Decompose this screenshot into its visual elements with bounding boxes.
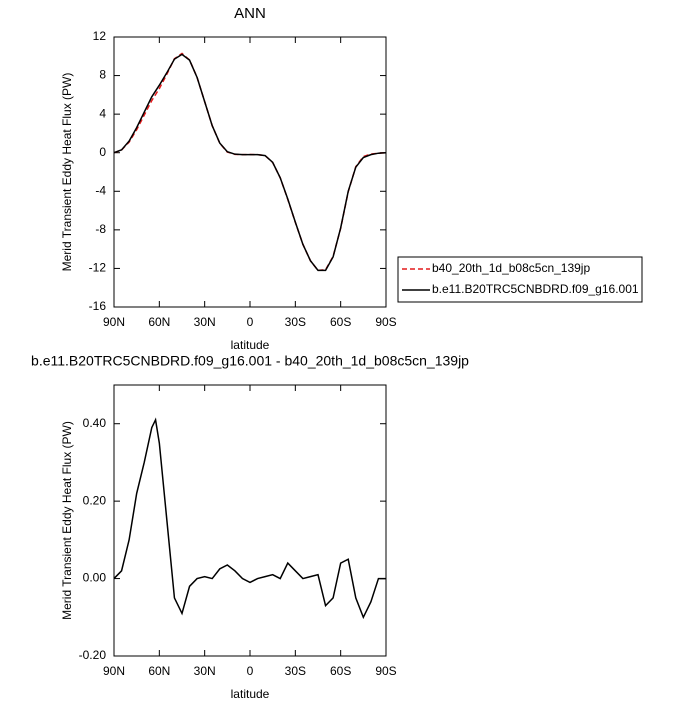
y-tick-label: 12 — [93, 29, 107, 43]
x-tick-label: 0 — [247, 664, 254, 678]
plot-frame — [113, 384, 387, 657]
x-axis-label: latitude — [231, 338, 270, 352]
x-tick-label: 60S — [330, 664, 351, 678]
x-tick-label: 60N — [148, 664, 170, 678]
y-axis-label: Merid Transient Eddy Heat Flux (PW) — [60, 421, 74, 620]
legend-box — [397, 256, 643, 303]
y-tick-label: 0 — [99, 145, 106, 159]
chart-title: ANN — [234, 5, 266, 22]
x-tick-label: 90S — [375, 664, 396, 678]
y-tick-label: -16 — [89, 299, 107, 313]
x-tick-label: 30N — [194, 664, 216, 678]
x-tick-label: 30N — [194, 315, 216, 329]
plot-frame — [113, 36, 387, 308]
y-tick-label: -12 — [89, 261, 107, 275]
x-tick-label: 90N — [103, 315, 125, 329]
x-tick-label: 30S — [285, 664, 306, 678]
x-tick-label: 90S — [375, 315, 396, 329]
data-line — [113, 417, 386, 620]
x-tick-label: 90N — [103, 664, 125, 678]
x-tick-label: 60N — [148, 315, 170, 329]
y-tick-label: 8 — [99, 68, 106, 82]
legend-label: b40_20th_1d_b08c5cn_139jp — [432, 261, 590, 275]
x-tick-label: 0 — [247, 315, 254, 329]
y-tick-label: 0.40 — [83, 416, 107, 430]
data-line — [113, 53, 387, 272]
y-tick-label: -4 — [95, 183, 106, 197]
x-tick-label: 30S — [285, 315, 306, 329]
y-tick-label: 0.20 — [83, 493, 107, 507]
chart-title: b.e11.B20TRC5CNBDRD.f09_g16.001 - b40_20… — [31, 353, 469, 369]
y-tick-label: -0.20 — [79, 648, 107, 662]
y-tick-label: 0.00 — [83, 571, 107, 585]
y-tick-label: -8 — [95, 222, 106, 236]
y-axis-label: Merid Transient Eddy Heat Flux (PW) — [60, 73, 74, 272]
x-axis-label: latitude — [231, 687, 270, 701]
legend-label: b.e11.B20TRC5CNBDRD.f09_g16.001 — [432, 282, 639, 296]
data-line — [113, 52, 387, 272]
y-tick-label: 4 — [99, 106, 106, 120]
x-tick-label: 60S — [330, 315, 351, 329]
